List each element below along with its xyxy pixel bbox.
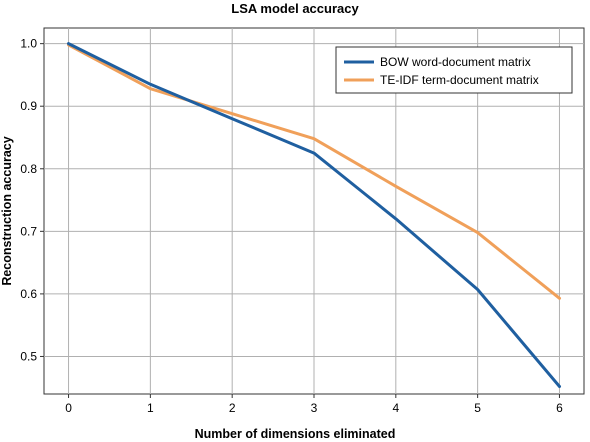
x-axis-label: Number of dimensions eliminated	[195, 427, 396, 441]
x-tick-label: 0	[65, 401, 72, 415]
y-tick-label: 0.9	[20, 99, 37, 113]
y-axis-label: Reconstruction accuracy	[0, 136, 14, 285]
x-tick-label: 4	[392, 401, 399, 415]
y-tick-label: 0.8	[20, 162, 37, 176]
y-tick-label: 0.6	[20, 287, 37, 301]
x-tick-label: 1	[147, 401, 154, 415]
legend: BOW word-document matrix TE-IDF term-doc…	[336, 47, 572, 93]
y-tick-label: 0.7	[20, 224, 37, 238]
x-tick-label: 5	[474, 401, 481, 415]
x-tick-label: 3	[311, 401, 318, 415]
y-tick-label: 1.0	[20, 37, 37, 51]
chart-title: LSA model accuracy	[231, 1, 359, 16]
x-tick-label: 2	[229, 401, 236, 415]
legend-label-bow: BOW word-document matrix	[380, 55, 531, 69]
legend-label-tfidf: TE-IDF term-document matrix	[380, 73, 539, 87]
x-axis-ticks: 0 1 2 3 4 5 6	[65, 394, 563, 415]
y-tick-label: 0.5	[20, 349, 37, 363]
x-tick-label: 6	[556, 401, 563, 415]
y-axis-ticks: 0.5 0.6 0.7 0.8 0.9 1.0	[20, 37, 44, 364]
